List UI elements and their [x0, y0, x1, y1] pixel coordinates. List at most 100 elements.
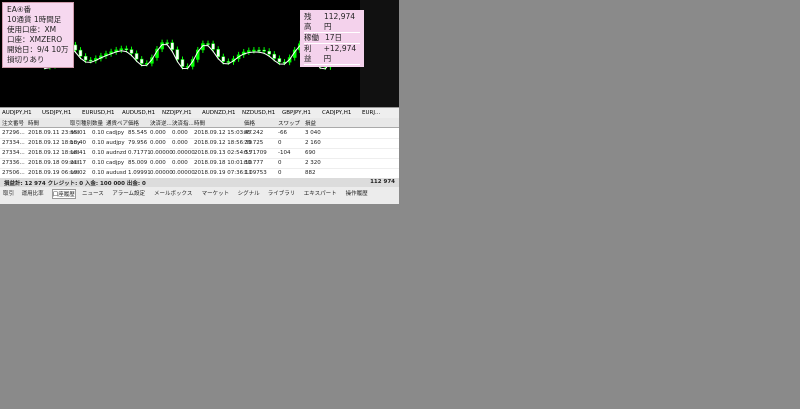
column-header[interactable]: 時間	[194, 121, 206, 127]
terminal-tab[interactable]: 口座履歴	[51, 189, 76, 199]
chart-shape	[272, 53, 277, 59]
table-cell: 27336...	[2, 160, 25, 166]
table-cell: 85.242	[244, 130, 264, 136]
chart-shape	[134, 53, 139, 60]
table-cell: sell	[70, 130, 80, 136]
symbol-tab[interactable]: USDJPY,H1	[42, 110, 72, 116]
table-cell: 0.000	[172, 140, 188, 146]
column-header[interactable]: 注文番号	[2, 121, 25, 127]
column-header[interactable]: 価格	[128, 121, 140, 127]
terminal-tab[interactable]: ニュース	[82, 191, 104, 197]
table-cell: 0.10	[92, 170, 105, 176]
chart-shape	[78, 49, 83, 57]
chart-shape	[139, 58, 144, 64]
chart-shape	[206, 43, 210, 45]
table-cell: 0.71771	[128, 150, 151, 156]
chart-shape	[277, 58, 282, 63]
table-cell: 0	[278, 140, 282, 146]
table-cell: 0.000	[150, 130, 166, 136]
column-header[interactable]: 通貨ペア	[106, 121, 129, 127]
symbol-tab[interactable]: EURUSD,H1	[82, 110, 115, 116]
symbol-tab[interactable]: AUDJPY,H1	[2, 110, 32, 116]
symbol-tab[interactable]: AUDNZD,H1	[202, 110, 236, 116]
stat-label: 稼働	[304, 33, 319, 42]
table-cell: 882	[305, 170, 316, 176]
chart-shape	[83, 56, 88, 61]
symbol-tab[interactable]: CADJPY,H1	[322, 110, 352, 116]
column-header[interactable]: 時間	[28, 121, 40, 127]
table-cell: 2018.09.18 10:01:10	[194, 160, 252, 166]
table-cell: 0	[278, 160, 282, 166]
column-header[interactable]: 決済逆...	[150, 121, 172, 127]
stat-label: 残高	[304, 12, 312, 31]
terminal-tab[interactable]: ライブラリ	[267, 191, 296, 197]
column-header[interactable]: 決済指...	[172, 121, 194, 127]
chart-shape	[247, 50, 251, 53]
table: 注文番号時間取引種別数量通貨ペア価格決済逆...決済指...時間価格スワップ損益…	[0, 118, 399, 179]
table-row[interactable]: 27336... 2018.09.18 09:21:17 sell 0.10 cadjp…	[0, 158, 399, 169]
chart-shape	[73, 44, 78, 51]
terminal-tab[interactable]: 取引	[3, 191, 15, 197]
chart-shape	[88, 59, 93, 62]
column-header[interactable]: 数量	[92, 121, 104, 127]
table-row[interactable]: 27296... 2018.09.11 23:35:01 sell 0.10 cadjp…	[0, 128, 399, 139]
symbol-tab[interactable]: GBPJPY,H1	[282, 110, 311, 116]
table-cell: audjpy	[106, 140, 125, 146]
table-cell: 0.00000	[172, 170, 195, 176]
overlay-note: EA④番 10通貨 1時間足 使用口座：XM 口座：XMZERO 開始日：9/4 10万…	[2, 2, 74, 68]
table-cell: buy	[70, 140, 81, 146]
stat-value: 17日	[325, 33, 343, 42]
terminal-tab[interactable]: 操作履歴	[345, 191, 368, 197]
terminal-tab[interactable]: マーケット	[201, 191, 230, 197]
table-cell: 0.10	[92, 140, 105, 146]
symbol-tab[interactable]: AUDUSD,H1	[122, 110, 156, 116]
symbol-tab[interactable]: NZDJPY,H1	[162, 110, 192, 116]
table-cell: cadjpy	[106, 130, 125, 136]
column-header[interactable]: 取引種別	[70, 121, 93, 127]
overlay-line: 使用口座：XM	[7, 25, 57, 34]
overlay-title: EA④番	[7, 5, 32, 14]
terminal-tab[interactable]: 運用比率	[21, 191, 44, 197]
overlay-line: 口座：XMZERO	[7, 35, 63, 44]
table-cell: cadjpy	[106, 160, 125, 166]
table-cell: 0.00000	[172, 150, 195, 156]
table-cell: 0.10	[92, 150, 105, 156]
summary-text: 損益計: 12 974 クレジット: 0 入金: 100 000 出金: 0	[4, 181, 146, 187]
table-cell: 2018.09.12 18:56:39	[194, 140, 252, 146]
summary-total: 112 974	[370, 179, 395, 185]
chart-shape	[226, 61, 231, 63]
terminal-tab[interactable]: アラーム設定	[112, 191, 146, 197]
table-cell: 2018.09.12 15:03:47	[194, 130, 252, 136]
column-header[interactable]: スワップ	[278, 121, 301, 127]
chart-shape	[267, 50, 271, 55]
table-cell: 2 160	[305, 140, 321, 146]
symbol-tab[interactable]: EURJ...	[362, 110, 381, 116]
stat-row: 利益 +12,974円	[304, 44, 360, 65]
chart-shape	[262, 49, 266, 52]
chart-shape	[257, 49, 261, 52]
table-cell: 27296...	[2, 130, 25, 136]
table-row[interactable]: 27334... 2018.09.12 18:18:40 buy 0.10 audjpy…	[0, 138, 399, 149]
table-cell: 2018.09.12 18:18:41	[28, 150, 86, 156]
terminal-tab[interactable]: メールボックス	[154, 191, 193, 197]
table-cell: sell	[70, 150, 80, 156]
terminal-tabs: 取引運用比率 口座履歴ニュース アラーム設定 メールボックス マーケット シグナル ライブラ…	[0, 187, 399, 204]
table-cell: 0	[278, 170, 282, 176]
table-cell: sell	[70, 160, 80, 166]
table-row[interactable]: 27334... 2018.09.12 18:18:41 sell 0.10 audnz…	[0, 148, 399, 159]
column-header[interactable]: 価格	[244, 121, 256, 127]
terminal-tab[interactable]: エキスパート	[303, 191, 337, 197]
terminal-tab[interactable]: シグナル	[237, 191, 260, 197]
table-cell: 0.71709	[244, 150, 267, 156]
chart-shape	[170, 42, 175, 50]
symbol-tabs: AUDJPY,H1 USDJPY,H1 EURUSD,H1 AUDUSD,H1 NZDJ…	[0, 107, 399, 119]
column-header[interactable]: 損益	[305, 121, 317, 127]
table-cell: 0.000	[150, 160, 166, 166]
table-cell: 0.10	[92, 130, 105, 136]
table-cell: audnzd	[106, 150, 127, 156]
table-cell: 85.009	[128, 160, 148, 166]
table-cell: 85.545	[128, 130, 148, 136]
symbol-tab[interactable]: NZDUSD,H1	[242, 110, 276, 116]
table-cell: 0.00000	[150, 170, 173, 176]
